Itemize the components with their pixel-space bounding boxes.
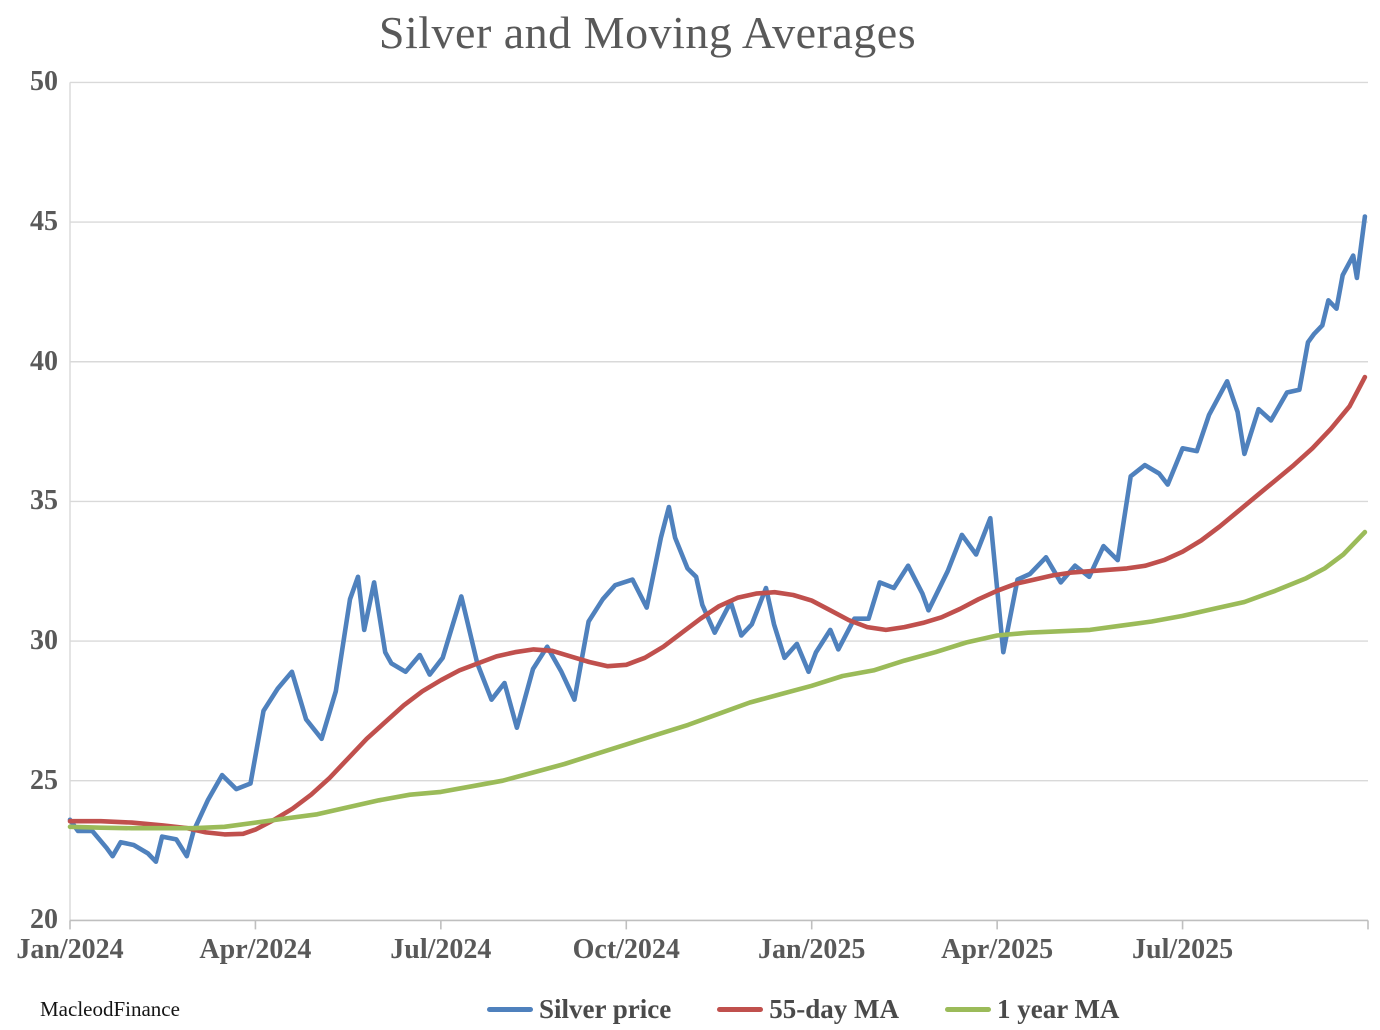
- series-line-silver-price: [67, 214, 1368, 865]
- legend-item-silver-price: Silver price: [487, 994, 671, 1025]
- legend-item-55-day-ma: 55-day MA: [717, 994, 899, 1025]
- x-tick-label: Jul/2025: [1131, 934, 1234, 965]
- legend-swatch-icon: [717, 1007, 764, 1012]
- x-tick-label: Apr/2024: [199, 934, 312, 965]
- y-tick-label: 30: [30, 625, 58, 657]
- x-tick-label: Apr/2025: [941, 934, 1054, 965]
- legend-label: Silver price: [539, 994, 672, 1024]
- y-tick-label: 50: [30, 66, 58, 98]
- chart-legend: Silver price 55-day MA 1 year MA: [487, 994, 1119, 1025]
- y-tick-label: 45: [30, 206, 58, 238]
- y-tick-label: 25: [30, 764, 58, 796]
- x-tick-label: Jan/2024: [16, 934, 124, 965]
- legend-swatch-icon: [487, 1007, 533, 1012]
- y-tick-label: 20: [30, 904, 58, 936]
- legend-item-1-year-ma: 1 year MA: [944, 994, 1120, 1025]
- x-tick-label: Jan/2025: [758, 934, 866, 965]
- legend-label: 55-day MA: [769, 994, 899, 1024]
- legend-label: 1 year MA: [996, 994, 1120, 1024]
- x-tick-label: Oct/2024: [572, 934, 680, 965]
- y-tick-label: 40: [30, 345, 58, 377]
- x-tick-label: Jul/2024: [390, 934, 492, 965]
- legend-swatch-icon: [944, 1007, 991, 1012]
- chart-title: Silver and Moving Averages: [378, 7, 917, 58]
- watermark-text: MacleodFinance: [40, 997, 180, 1021]
- y-tick-label: 35: [30, 485, 58, 517]
- series-line-55-day-ma: [67, 374, 1368, 837]
- series-line-1-year-ma: [67, 529, 1368, 831]
